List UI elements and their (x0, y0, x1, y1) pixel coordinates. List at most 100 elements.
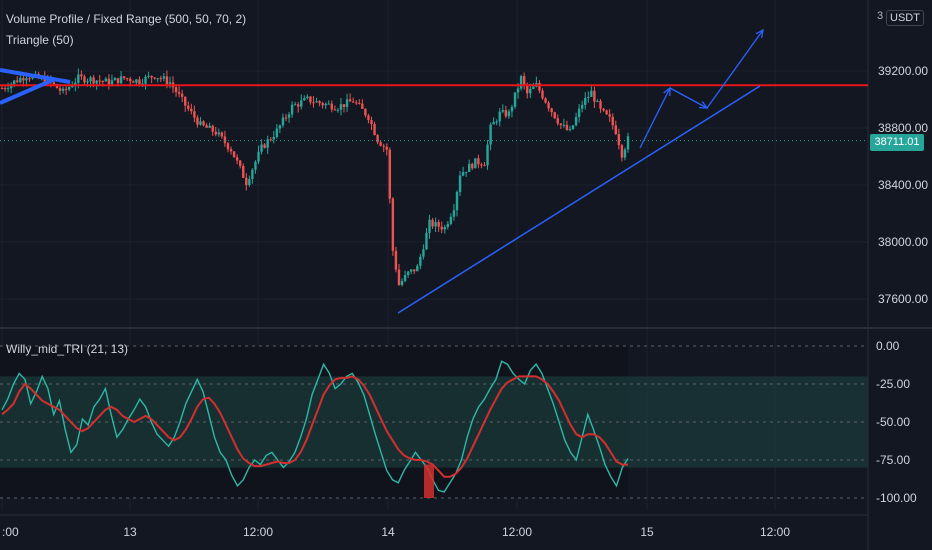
indicator-volume-profile[interactable]: Volume Profile / Fixed Range (500, 50, 7… (6, 12, 247, 26)
candle-body (141, 83, 144, 85)
candle-body (226, 143, 230, 150)
candle-body (492, 121, 495, 125)
candle-body (135, 79, 138, 83)
candle-body (260, 144, 263, 152)
projection-arrow-down-head (698, 101, 709, 109)
candle-body (333, 109, 337, 111)
candle-body (208, 125, 211, 128)
candle-body (284, 117, 288, 119)
candle-body (443, 227, 446, 230)
candle-body (177, 92, 181, 94)
candle-body (495, 121, 498, 123)
candle-body (101, 81, 104, 83)
candle-body (553, 112, 556, 119)
candle-body (3, 88, 7, 90)
candle-body (293, 104, 297, 106)
candle-body (312, 102, 315, 104)
projection-arrow-breakout-head (755, 28, 764, 38)
osc-tick-label: -25.00 (876, 377, 910, 391)
osc-tick-label: -75.00 (876, 453, 910, 467)
time-tick-label: 14 (381, 525, 395, 539)
candle-body (602, 108, 605, 111)
candle-body (147, 75, 150, 77)
candle-body (455, 191, 459, 211)
candle-body (217, 132, 221, 135)
candle-body (477, 158, 480, 165)
candle-body (107, 78, 111, 86)
candle-body (406, 271, 410, 275)
candle-body (119, 76, 123, 84)
candle-body (324, 103, 327, 106)
price-axes: 39200.00 38800.00 38400.00 38000.00 37600.00… (876, 64, 928, 505)
candle-body (507, 111, 511, 117)
candle-body (416, 265, 419, 272)
candle-body (263, 144, 266, 148)
candle-body (388, 149, 392, 199)
candle-body (16, 80, 19, 83)
candle-body (129, 78, 132, 82)
candle-body (522, 76, 526, 85)
candle-body (355, 102, 358, 104)
candle-body (370, 120, 373, 124)
candle-body (449, 216, 453, 224)
indicator-triangle[interactable]: Triangle (50) (6, 33, 74, 47)
candle-body (358, 103, 361, 105)
candle-body (471, 163, 474, 169)
candle-body (211, 125, 214, 132)
candle-body (196, 117, 199, 125)
candle-body (303, 98, 306, 101)
candle-body (0, 88, 4, 90)
candle-body (376, 135, 379, 143)
candle-body (321, 103, 324, 106)
candle-body (611, 116, 614, 126)
candle-body (150, 75, 153, 78)
candle-body (513, 92, 517, 107)
price-tick-label: 39200.00 (878, 64, 928, 78)
triangle-lower-edge (0, 77, 56, 105)
projection-arrow-down (669, 87, 708, 109)
candle-body (413, 269, 416, 272)
candle-body (25, 78, 28, 81)
candle-body (617, 134, 621, 146)
candle-body (379, 142, 382, 146)
projection-arrow-up (639, 87, 671, 149)
candle-body (489, 124, 492, 145)
indicator-oscillator[interactable]: Willy_mid_TRI (21, 13) (6, 342, 129, 356)
candle-body (126, 78, 129, 80)
candle-body (571, 125, 575, 130)
candle-body (257, 151, 260, 162)
triangle-upper-edge (0, 68, 71, 84)
candle-body (614, 125, 617, 135)
candle-body (58, 88, 62, 91)
candle-body (6, 88, 10, 90)
candle-body (623, 149, 627, 158)
candle-body (526, 84, 529, 94)
candle-body (385, 146, 388, 150)
candle-body (95, 80, 98, 84)
candle-body (110, 80, 114, 86)
candle-body (339, 104, 343, 110)
candle-body (159, 78, 162, 80)
candlesticks (0, 68, 630, 287)
candle-body (281, 117, 285, 126)
candle-body (86, 81, 89, 83)
candle-body (199, 121, 202, 125)
candle-body (510, 106, 514, 112)
currency-badge[interactable]: USDT (886, 10, 924, 26)
top-price-fragment: 3 (877, 10, 884, 22)
candle-body (425, 232, 428, 250)
candle-body (342, 104, 346, 107)
candle-body (419, 256, 422, 266)
candle-body (464, 171, 468, 173)
candle-body (409, 269, 413, 272)
candle-body (544, 98, 547, 103)
candle-body (431, 219, 434, 227)
candle-body (422, 249, 425, 257)
candle-body (104, 78, 108, 82)
price-tick-label: 38400.00 (878, 178, 928, 192)
candle-body (593, 90, 596, 102)
candle-body (330, 103, 333, 110)
candle-body (266, 139, 269, 148)
candle-body (232, 151, 236, 158)
